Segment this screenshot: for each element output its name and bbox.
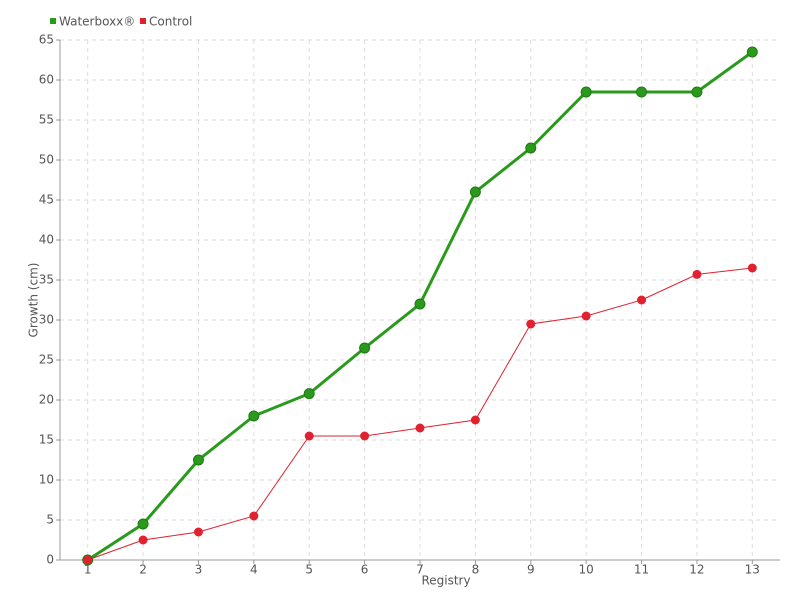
x-tick-label: 7 [416,563,424,577]
legend-label: Waterboxx® [59,15,135,29]
y-tick-label: 60 [39,73,54,87]
point [470,415,480,425]
point [248,410,260,422]
point [414,298,426,310]
y-axis-title: Growth (cm) [27,263,41,338]
point [637,295,647,305]
y-tick-label: 25 [39,353,54,367]
point [692,269,702,279]
y-tick-label: 65 [39,33,54,47]
y-tick-label: 45 [39,193,54,207]
legend-label: Control [149,15,192,29]
y-tick-label: 50 [39,153,54,167]
point [526,319,536,329]
point [193,527,203,537]
point [303,388,315,400]
point [746,46,758,58]
point [525,142,537,154]
y-tick-label: 40 [39,233,54,247]
x-tick-label: 13 [745,563,760,577]
point [469,186,481,198]
x-tick-label: 10 [579,563,594,577]
point [137,518,149,530]
x-tick-label: 9 [527,563,535,577]
x-tick-label: 5 [305,563,313,577]
point [304,431,314,441]
y-tick-label: 35 [39,273,54,287]
x-tick-label: 6 [361,563,369,577]
y-tick-label: 55 [39,113,54,127]
y-tick-label: 15 [39,433,54,447]
point [249,511,259,521]
point [581,311,591,321]
point [415,423,425,433]
point [138,535,148,545]
y-tick-label: 20 [39,393,54,407]
y-tick-label: 10 [39,473,54,487]
x-tick-label: 2 [139,563,147,577]
x-tick-label: 4 [250,563,258,577]
x-tick-label: 8 [472,563,480,577]
legend-swatch [50,18,56,24]
legend-swatch [140,18,146,24]
y-tick-label: 30 [39,313,54,327]
point [192,454,204,466]
point [747,263,757,273]
point [580,86,592,98]
y-tick-label: 5 [46,513,54,527]
x-tick-label: 3 [195,563,203,577]
x-tick-label: 11 [634,563,649,577]
point [83,555,93,565]
x-axis-title: Registry [421,574,470,588]
point [359,342,371,354]
series-line [87,267,753,561]
y-tick-label: 0 [46,553,54,567]
x-tick-label: 12 [689,563,704,577]
x-tick-label: 1 [84,563,92,577]
point [636,86,648,98]
point [691,86,703,98]
point [360,431,370,441]
